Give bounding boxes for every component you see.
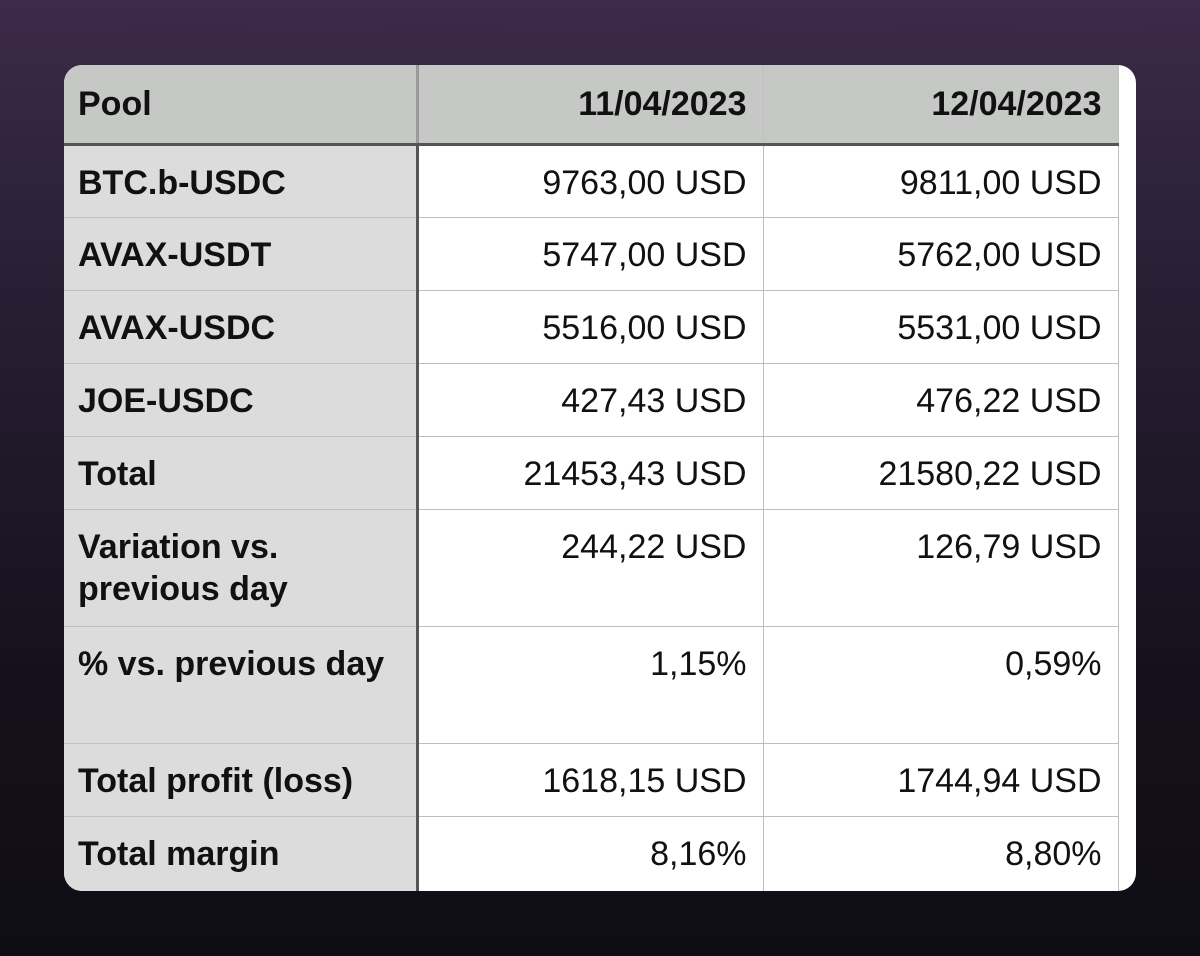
- row-label[interactable]: BTC.b-USDC: [64, 143, 419, 218]
- spreadsheet-card: Pool 11/04/2023 12/04/2023 BTC.b-USDC 97…: [64, 65, 1136, 891]
- table-row: JOE-USDC 427,43 USD 476,22 USD: [64, 362, 1119, 437]
- cell-value[interactable]: 21453,43 USD: [416, 435, 764, 510]
- cell-value[interactable]: 9811,00 USD: [762, 143, 1119, 218]
- row-label[interactable]: % vs. previous day: [64, 625, 419, 744]
- header-cell-date-1[interactable]: 11/04/2023: [416, 65, 764, 146]
- cell-value[interactable]: 5747,00 USD: [416, 216, 764, 291]
- table-row: Total margin 8,16% 8,80%: [64, 815, 1119, 891]
- row-label[interactable]: AVAX-USDT: [64, 216, 419, 291]
- cell-value[interactable]: 8,80%: [762, 815, 1119, 891]
- table-row: AVAX-USDC 5516,00 USD 5531,00 USD: [64, 289, 1119, 364]
- table-row: Total profit (loss) 1618,15 USD 1744,94 …: [64, 742, 1119, 817]
- table-row: BTC.b-USDC 9763,00 USD 9811,00 USD: [64, 143, 1119, 218]
- header-cell-pool[interactable]: Pool: [64, 65, 419, 146]
- table-row: Variation vs. previous day 244,22 USD 12…: [64, 508, 1119, 627]
- header-row: Pool 11/04/2023 12/04/2023: [64, 65, 1119, 146]
- cell-value[interactable]: 1,15%: [416, 625, 764, 744]
- row-label[interactable]: AVAX-USDC: [64, 289, 419, 364]
- row-label[interactable]: Variation vs. previous day: [64, 508, 419, 627]
- table-row: % vs. previous day 1,15% 0,59%: [64, 625, 1119, 744]
- row-label[interactable]: JOE-USDC: [64, 362, 419, 437]
- cell-value[interactable]: 5516,00 USD: [416, 289, 764, 364]
- cell-value[interactable]: 1744,94 USD: [762, 742, 1119, 817]
- row-label[interactable]: Total margin: [64, 815, 419, 891]
- cell-value[interactable]: 9763,00 USD: [416, 143, 764, 218]
- cell-value[interactable]: 5531,00 USD: [762, 289, 1119, 364]
- cell-value[interactable]: 1618,15 USD: [416, 742, 764, 817]
- header-cell-date-2[interactable]: 12/04/2023: [762, 65, 1119, 146]
- pool-table: Pool 11/04/2023 12/04/2023 BTC.b-USDC 97…: [64, 65, 1119, 891]
- cell-value[interactable]: 427,43 USD: [416, 362, 764, 437]
- row-label[interactable]: Total profit (loss): [64, 742, 419, 817]
- cell-value[interactable]: 126,79 USD: [762, 508, 1119, 627]
- cell-value[interactable]: 244,22 USD: [416, 508, 764, 627]
- cell-value[interactable]: 0,59%: [762, 625, 1119, 744]
- table-row: AVAX-USDT 5747,00 USD 5762,00 USD: [64, 216, 1119, 291]
- cell-value[interactable]: 5762,00 USD: [762, 216, 1119, 291]
- cell-value[interactable]: 21580,22 USD: [762, 435, 1119, 510]
- cell-value[interactable]: 476,22 USD: [762, 362, 1119, 437]
- table-row: Total 21453,43 USD 21580,22 USD: [64, 435, 1119, 510]
- row-label[interactable]: Total: [64, 435, 419, 510]
- cell-value[interactable]: 8,16%: [416, 815, 764, 891]
